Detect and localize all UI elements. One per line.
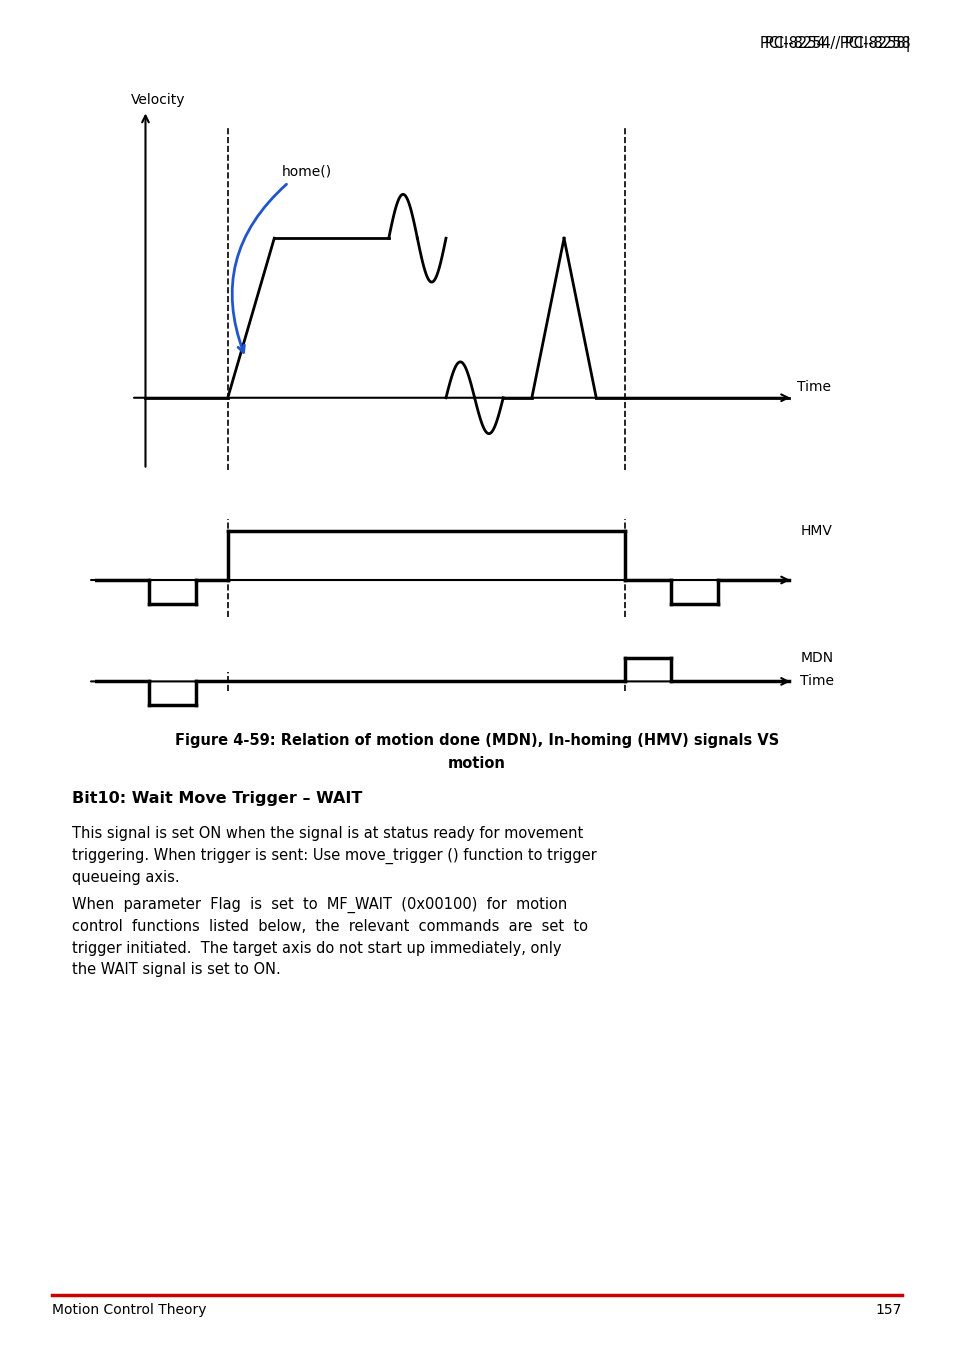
Text: motion: motion: [448, 756, 505, 771]
Text: PCI-8254 / PCI-8258: PCI-8254 / PCI-8258: [764, 35, 910, 51]
Text: Motion Control Theory: Motion Control Theory: [52, 1303, 207, 1317]
Text: Time: Time: [796, 380, 830, 393]
Text: Velocity: Velocity: [131, 92, 186, 107]
Text: Bit10: Wait Move Trigger – WAIT: Bit10: Wait Move Trigger – WAIT: [71, 791, 361, 806]
Text: When  parameter  Flag  is  set  to  MF_WAIT  (0x00100)  for  motion
control  fun: When parameter Flag is set to MF_WAIT (0…: [71, 896, 587, 977]
Text: PCI-8254 / PCI-8258|: PCI-8254 / PCI-8258|: [760, 35, 910, 51]
Text: Time: Time: [800, 675, 833, 688]
Text: Figure 4-59: Relation of motion done (MDN), In-homing (HMV) signals VS: Figure 4-59: Relation of motion done (MD…: [174, 733, 779, 748]
Text: 157: 157: [874, 1303, 901, 1317]
Text: HMV: HMV: [800, 525, 831, 538]
Text: home(): home(): [281, 165, 332, 178]
Text: This signal is set ON when the signal is at status ready for movement
triggering: This signal is set ON when the signal is…: [71, 826, 596, 886]
Text: MDN: MDN: [800, 650, 832, 664]
